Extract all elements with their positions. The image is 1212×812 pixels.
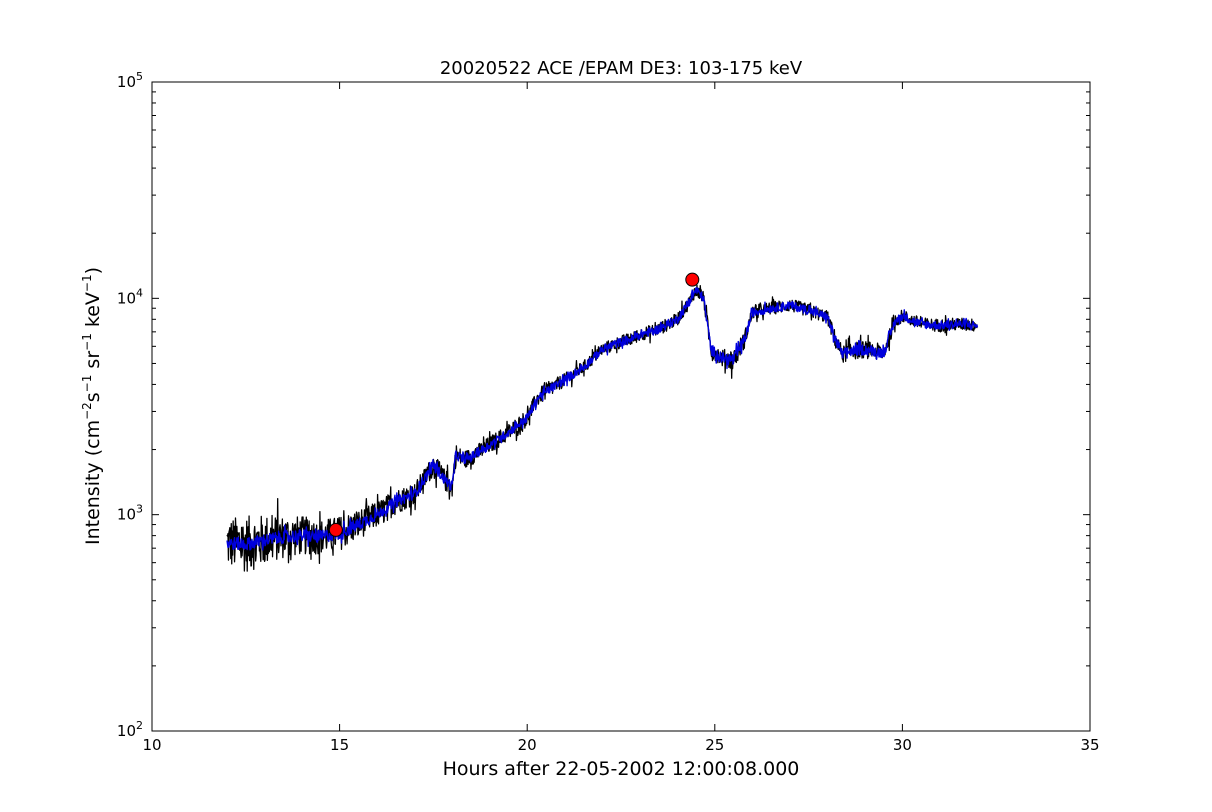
y-label-mid2: sr: [82, 351, 104, 375]
tick-layer: 10 15 20 25 30 35 102 103 104 105: [117, 70, 1100, 754]
y-label-mid1: s: [82, 392, 104, 402]
marker-layer: [328, 272, 700, 537]
y-axis-label: Intensity (cm−2s−1 sr−1 keV−1): [80, 267, 104, 545]
series-layer: [226, 284, 979, 572]
chart-title: 20020522 ACE /EPAM DE3: 103-175 keV: [440, 58, 803, 79]
x-tick-label: 20: [518, 736, 537, 754]
y-label-sup1: −2: [80, 402, 94, 420]
x-tick-label: 15: [330, 736, 349, 754]
x-tick-label: 25: [705, 736, 724, 754]
plot-frame: [151, 81, 1091, 732]
marker-point-2: [685, 272, 700, 287]
y-label-sup4: −1: [80, 274, 94, 292]
series-smoothed-line: [226, 287, 979, 551]
x-tick-label: 30: [893, 736, 912, 754]
y-label-sup2: −1: [80, 375, 94, 393]
x-tick-label: 10: [142, 736, 161, 754]
y-tick-label: 103: [117, 503, 143, 524]
y-label-suffix: ): [82, 267, 104, 274]
y-label-mid3: keV: [82, 292, 104, 333]
x-axis-label: Hours after 22-05-2002 12:00:08.000: [443, 758, 800, 780]
y-tick-label: 104: [117, 286, 143, 307]
y-label-prefix: Intensity (cm: [82, 420, 104, 545]
x-tick-label: 35: [1080, 736, 1099, 754]
y-tick-label: 105: [117, 70, 143, 91]
y-tick-label: 102: [117, 719, 143, 740]
y-label-sup3: −1: [80, 333, 94, 351]
marker-point-1: [328, 522, 343, 537]
